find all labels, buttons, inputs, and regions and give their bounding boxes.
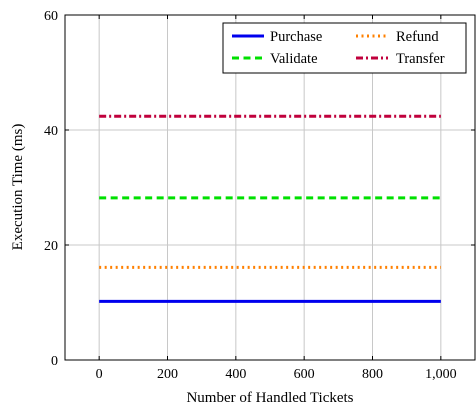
x-axis-label: Number of Handled Tickets [186,390,353,406]
x-tick-label: 800 [362,367,383,382]
y-tick-label: 60 [44,9,58,24]
legend-box [222,22,467,74]
x-tick-label: 600 [294,367,315,382]
y-tick-label: 20 [44,239,58,254]
y-tick-label: 40 [44,124,58,139]
y-axis-label: Execution Time (ms) [10,124,26,251]
legend-label-purchase: Purchase [270,29,322,45]
plot-frame [64,14,476,361]
legend: Purchase Refund Validate Transfer [222,22,467,74]
axis-ticks: 0 200 400 600 800 1,000 0 20 40 60 [44,9,475,382]
legend-label-refund: Refund [396,29,439,45]
y-tick-label: 0 [51,354,58,369]
series-lines [99,114,441,303]
legend-label-transfer: Transfer [396,51,445,67]
x-tick-label: 400 [225,367,246,382]
x-tick-label: 0 [96,367,103,382]
x-tick-label: 200 [157,367,178,382]
legend-label-validate: Validate [270,51,318,67]
x-tick-label: 1,000 [425,367,457,382]
